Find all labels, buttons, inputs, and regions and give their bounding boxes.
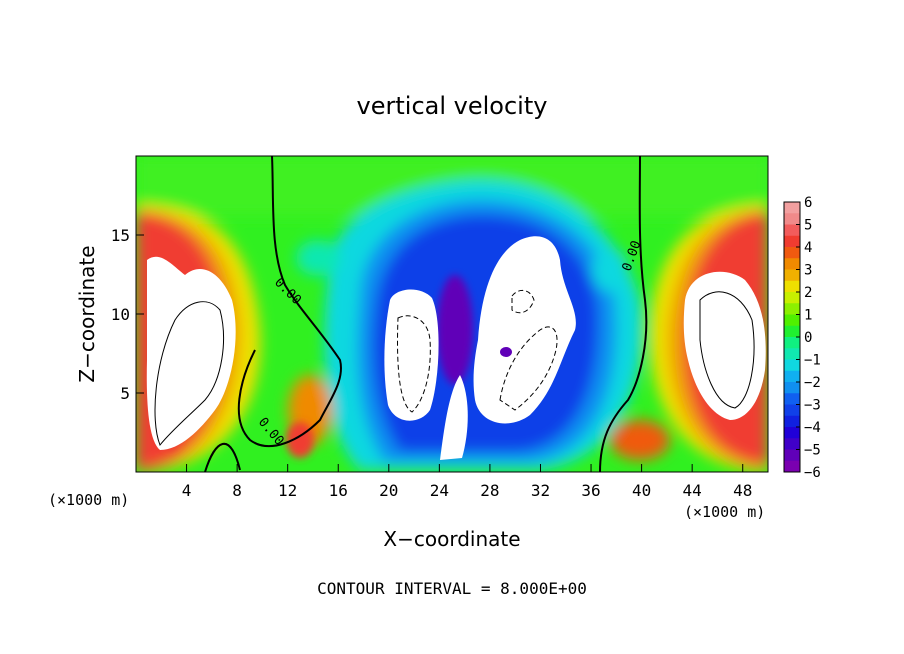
colorbar-label: 0 (804, 330, 812, 346)
colorbar-swatch (784, 269, 800, 282)
colorbar-swatch (784, 393, 800, 405)
x-tick-label: 44 (683, 481, 702, 500)
zero-contour-left (237, 156, 342, 448)
colorbar-swatch (784, 280, 800, 293)
y-tick-label: 5 (120, 384, 130, 403)
x-unit-right: (×1000 m) (684, 503, 765, 521)
colorbar-swatch (784, 213, 800, 225)
x-tick-label: 12 (278, 481, 297, 500)
colorbar-swatch (784, 415, 800, 428)
colorbar-label: 1 (804, 308, 812, 324)
colorbar-swatch (784, 258, 800, 270)
core-east-downdraft (473, 236, 576, 424)
colorbar-swatch (784, 449, 800, 462)
colorbar-swatch (784, 224, 800, 237)
colorbar-swatch (784, 303, 800, 315)
x-tick-label: 4 (182, 481, 192, 500)
contour-interval-footer: CONTOUR INTERVAL = 8.000E+00 (317, 579, 587, 598)
colorbar-label: −3 (804, 398, 821, 414)
colorbar-label: −5 (804, 443, 821, 459)
x-tick-label: 16 (329, 481, 348, 500)
colorbar-swatch (784, 292, 800, 304)
x-tick-label: 48 (733, 481, 752, 500)
core-left-updraft (146, 256, 236, 450)
x-tick-label: 8 (232, 481, 242, 500)
colorbar-swatch (784, 235, 800, 248)
colorbar-label: −4 (804, 420, 821, 436)
colorbar-label: −2 (804, 375, 821, 391)
colorbar-label: 5 (804, 218, 812, 234)
colorbar-swatch (784, 460, 800, 473)
colorbar-label: 4 (804, 240, 812, 256)
zero-contour-right (599, 156, 648, 472)
colorbar: 6 5 4 3 2 1 0 −1 −2 −3 −4 −5 −6 (783, 195, 821, 481)
colorbar-swatch (784, 370, 800, 383)
x-tick-label: 28 (480, 481, 499, 500)
colorbar-label: −1 (804, 353, 821, 369)
x-tick-label: 20 (379, 481, 398, 500)
y-tick-label: 15 (111, 226, 130, 245)
colorbar-label: 2 (804, 285, 812, 301)
core-west-downdraft (384, 289, 439, 421)
core-right-updraft (683, 271, 766, 420)
x-axis-label: X−coordinate (383, 527, 520, 551)
plot-area (136, 156, 768, 472)
x-axis-ticks: 4 8 12 16 20 24 28 32 36 40 44 48 (182, 464, 752, 500)
x-tick-label: 24 (430, 481, 449, 500)
colorbar-label: 6 (804, 195, 812, 211)
y-axis-ticks: 5 10 15 (111, 226, 144, 403)
x-tick-label: 40 (632, 481, 651, 500)
colorbar-label: 3 (804, 263, 812, 279)
colorbar-label: −6 (804, 465, 821, 481)
colorbar-swatch (784, 438, 800, 450)
y-axis-label: Z−coordinate (75, 245, 99, 382)
colorbar-swatch (784, 314, 800, 327)
x-unit-left: (×1000 m) (48, 491, 129, 509)
colorbar-swatch (784, 404, 800, 417)
colorbar-swatch (784, 325, 800, 338)
chart-title: vertical velocity (357, 92, 548, 120)
x-tick-label: 36 (581, 481, 600, 500)
colorbar-swatch (784, 337, 800, 349)
x-tick-label: 32 (531, 481, 550, 500)
y-tick-label: 10 (111, 305, 130, 324)
colorbar-swatch (784, 359, 800, 372)
colorbar-swatch (784, 427, 800, 439)
colorbar-swatch (784, 348, 800, 360)
colorbar-swatch (784, 247, 800, 259)
colorbar-swatch (784, 202, 800, 214)
colorbar-swatch (784, 382, 800, 394)
